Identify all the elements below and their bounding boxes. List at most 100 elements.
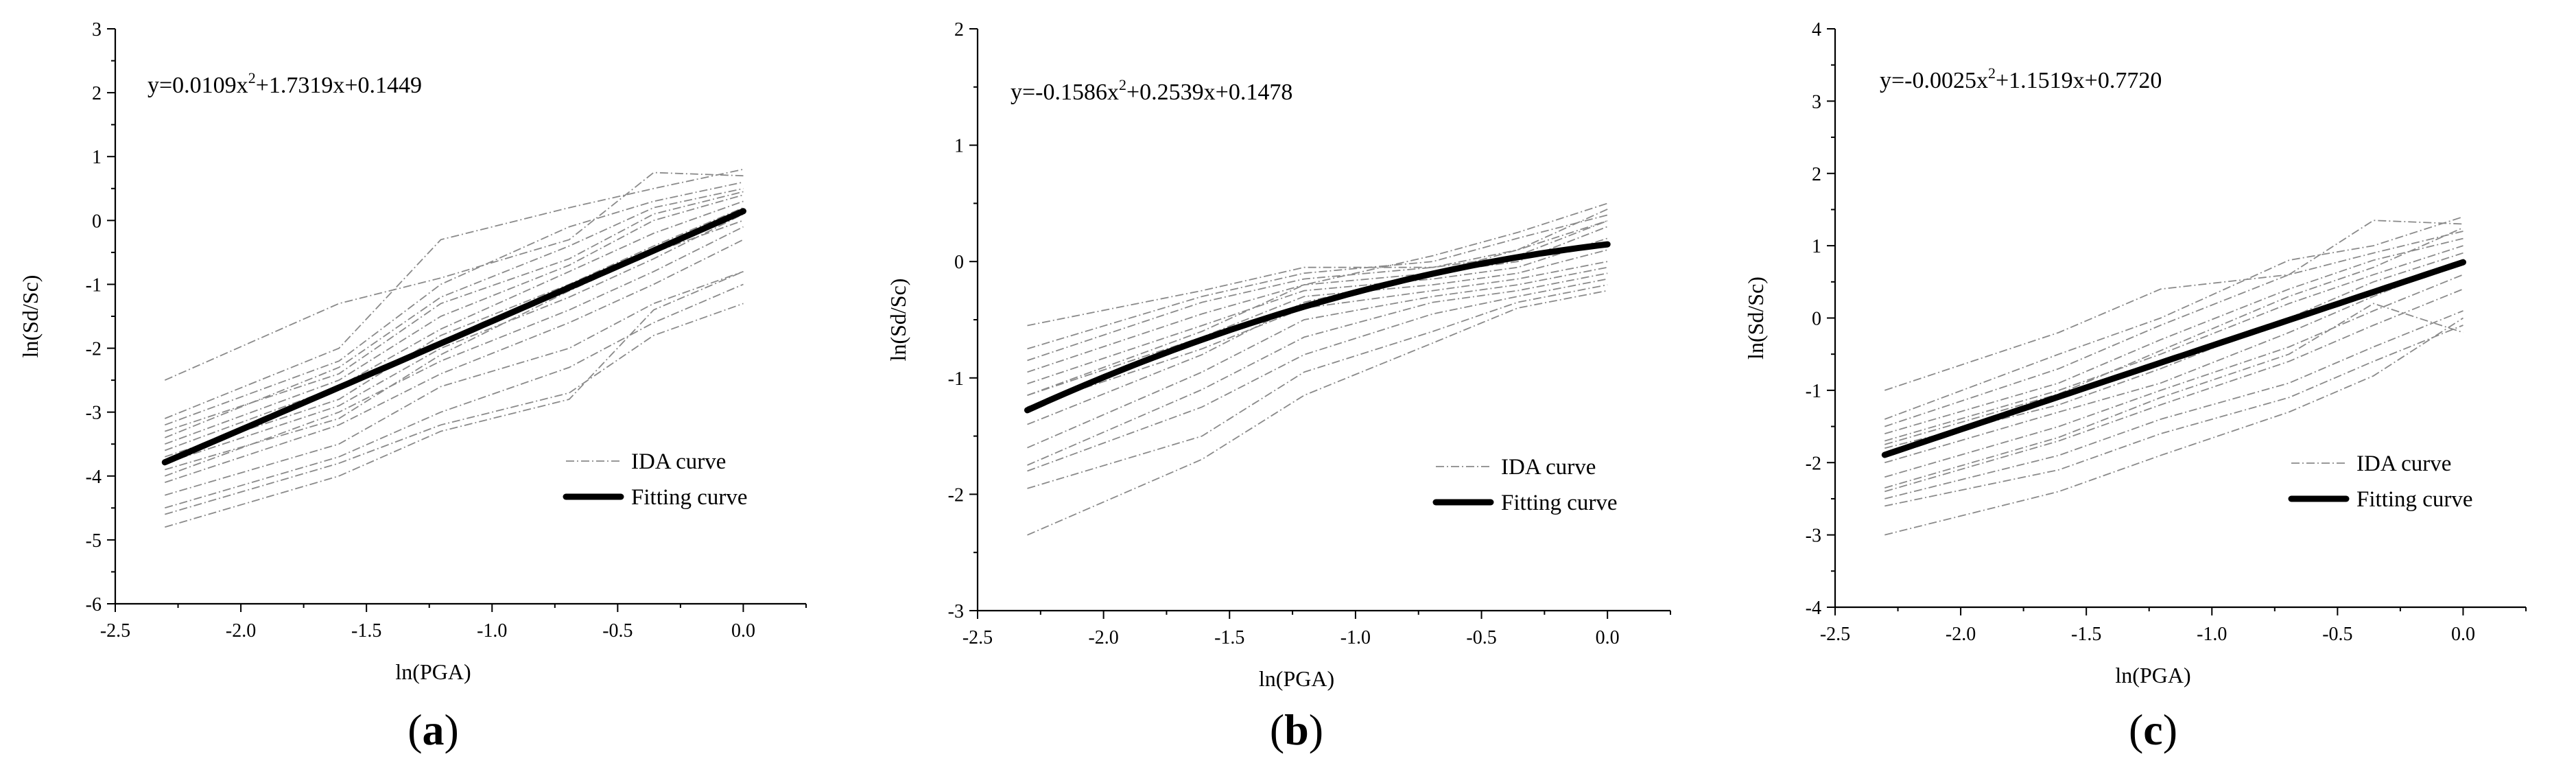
x-tick-label: -2.0 [226,620,256,642]
x-tick-label: -1.5 [351,620,381,642]
y-tick-label: 1 [954,136,964,157]
ida-curve-line [164,172,744,381]
x-tick-label: -0.5 [2322,624,2352,645]
y-tick-label: 2 [92,83,102,104]
x-tick-label: -1.5 [2071,624,2101,645]
ida-curve-line [1884,231,2463,427]
ida-curve-line [165,207,744,458]
y-tick-label: -3 [1806,526,1821,547]
panel-caption: (b) [1270,705,1323,754]
y-axis-title: ln(Sd/Sc) [886,279,910,362]
fitting-curve-line [1024,241,1611,414]
legend-ida-label: IDA curve [631,449,726,474]
y-tick-label: 0 [92,211,102,232]
caption-close: ) [445,705,459,754]
ida-curve-line [1884,317,2463,536]
panel-caption: (c) [2129,705,2177,754]
equation-tail: +1.1519x+0.7720 [1996,68,2162,93]
ida-curve-line [165,270,744,496]
y-tick-label: 3 [1812,91,1821,113]
caption-open: ( [407,705,422,754]
ida-curve-line [164,226,744,477]
x-tick-label: -2.5 [962,627,993,648]
ida-curve-line [1884,220,2463,391]
ida-curve-line [1884,252,2463,449]
ida-curve-line [1884,303,2463,489]
x-axis-title: ln(PGA) [1259,666,1334,691]
x-tick-label: -1.0 [2197,624,2227,645]
ida-curve-line [165,191,744,432]
caption-letter: c [2143,705,2162,754]
x-tick-label: -2.5 [100,620,130,642]
x-tick-label: -1.0 [1340,627,1371,648]
ida-curve-line [1027,278,1608,472]
fitting-curve-line [1881,259,2466,458]
y-tick-label: 1 [1812,236,1821,257]
ida-curve-line [165,270,744,528]
ida-curve-line [1027,214,1608,350]
y-tick-label: -3 [86,403,102,424]
x-tick-label: -2.0 [1946,624,1976,645]
ida-curve-line [1884,226,2463,445]
ida-curve-line [1027,272,1608,466]
chart-panel-a: -6 -5 -4 -3 -2 -1 0 1 2 3 -2.5 -2.0 -1.5 -1.0 -0.5 0.0 l… [0,0,851,773]
x-tick-label: -1.5 [1214,627,1244,648]
x-axis-title: ln(PGA) [2115,663,2190,687]
ida-curve-line [164,168,744,419]
chart-b: -3 -2 -1 0 1 2 -2.5 -2.0 -1.5 -1.0 -0.5 0.0 ln(PGA) l… [886,19,1671,754]
y-tick-label: 2 [954,19,964,40]
chart-c: -4 -3 -2 -1 0 1 2 3 4 -2.5 -2.0 -1.5 -1.0 -0.5 0.0 ln(P… [1743,19,2527,754]
y-tick-label: -3 [948,601,964,622]
equation-lead: y=-0.0025x [1880,68,1988,93]
y-tick-label: 0 [954,252,964,273]
y-tick-label: -2 [86,339,102,360]
caption-close: ) [2163,705,2177,754]
ida-curve-line [1027,220,1608,362]
panel-caption: (a) [407,705,459,754]
y-tick-label: 4 [1812,19,1821,40]
x-tick-label: -2.5 [1820,624,1850,645]
equation-tail: +1.7319x+0.1449 [256,73,422,98]
ida-curve-line [1027,266,1608,449]
ida-curve-line [1884,245,2463,442]
ida-curve-line [1027,261,1608,408]
y-axis-title: ln(Sd/Sc) [1743,277,1768,360]
ida-curve-line [1027,237,1608,385]
ida-curve-line [1884,274,2463,478]
y-tick-label: -1 [948,368,964,390]
x-axis-title: ln(PGA) [395,659,471,684]
ida-curve-line [164,187,744,438]
equation-superscript: 2 [1988,64,1996,82]
ida-curve-line [1884,237,2463,434]
ida-curve-line [1884,288,2463,493]
ida-curve-line [164,181,744,426]
chart-a: -6 -5 -4 -3 -2 -1 0 1 2 3 -2.5 -2.0 -1.5 -1.0 -0.5 0.0 l… [18,19,807,754]
ida-curve-line [164,194,744,445]
caption-open: ( [2129,705,2143,754]
caption-open: ( [1270,705,1284,754]
y-tick-label: -4 [1806,598,1821,619]
caption-letter: b [1284,705,1309,754]
fit-equation: y=-0.0025x2+1.1519x+0.7720 [1880,64,2162,93]
equation-lead: y=0.0109x [147,73,248,98]
ida-curve-line [165,239,744,483]
y-tick-label: -6 [86,594,102,615]
ida-curve-line [1027,202,1608,397]
legend-fit-label: Fitting curve [631,485,748,510]
ida-curve-line [1027,284,1608,489]
ida-curve-line [1884,216,2463,420]
x-tick-label: 0.0 [1596,627,1620,648]
ida-curve-line [165,283,744,509]
y-tick-label: -2 [1806,453,1821,474]
y-tick-label: 3 [92,19,102,40]
y-tick-label: -4 [86,467,102,488]
y-tick-label: 1 [92,147,102,168]
y-tick-label: -1 [86,274,102,296]
ida-curve-line [1884,259,2463,464]
fitting-curve-line [161,208,746,466]
x-tick-label: -1.0 [477,620,507,642]
fit-equation: y=-0.1586x2+0.2539x+0.1478 [1011,76,1292,105]
x-tick-label: 0.0 [731,620,755,642]
x-tick-label: -0.5 [1466,627,1496,648]
legend-fit-label: Fitting curve [1501,491,1618,515]
